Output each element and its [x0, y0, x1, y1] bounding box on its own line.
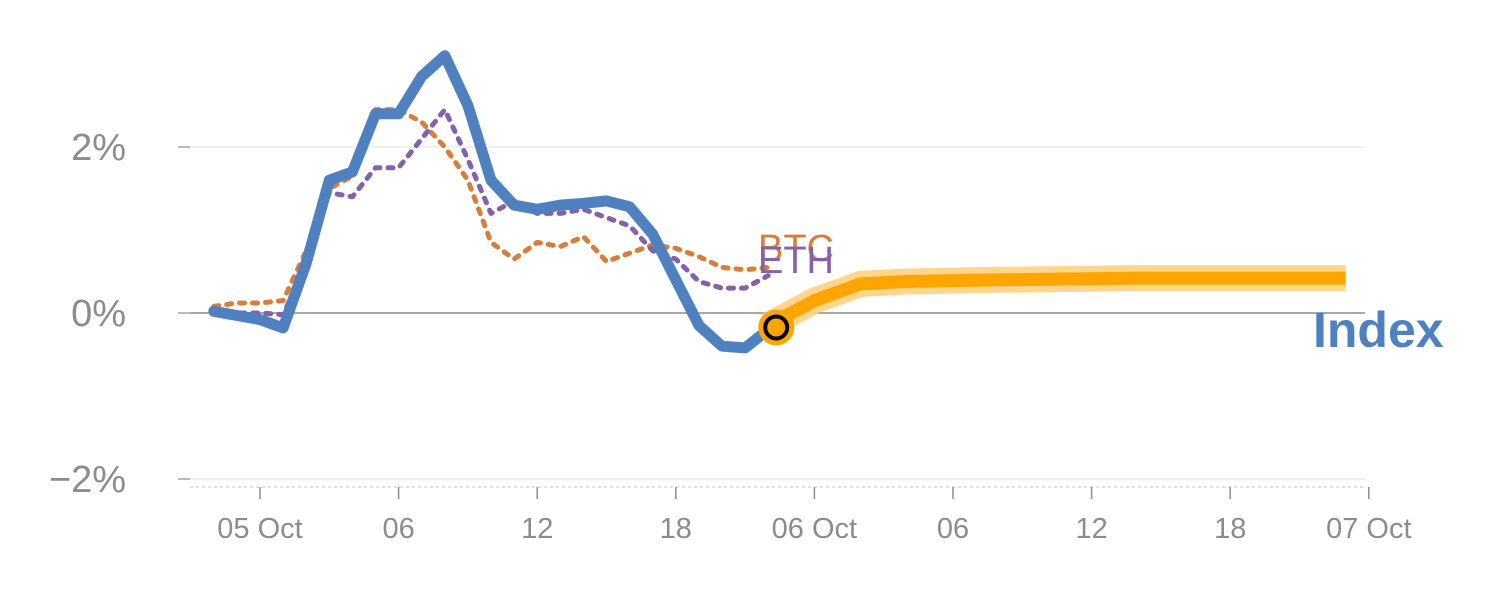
- x-tick-label: 06: [937, 513, 969, 545]
- x-tick-label: 07 Oct: [1326, 513, 1411, 545]
- y-tick-label: −2%: [49, 459, 126, 501]
- series-label-eth: ETH: [758, 240, 834, 282]
- series-label-index: Index: [1313, 302, 1444, 358]
- series-line-forecast: [765, 271, 1346, 332]
- series-lines: [208, 50, 1346, 354]
- x-axis: 05 Oct 06 12 18 06 Oct 06 12 18 07 Oct: [190, 486, 1412, 545]
- x-tick-label: 06 Oct: [772, 513, 857, 545]
- y-tick-label: 0%: [71, 293, 126, 335]
- series-line-btc: [211, 107, 771, 309]
- x-tick-label: 12: [521, 513, 553, 545]
- x-tick-label: 18: [660, 513, 692, 545]
- x-tick-label: 12: [1075, 513, 1107, 545]
- series-line-eth: [211, 107, 771, 318]
- series-line-index: [208, 50, 774, 354]
- series-label-btc: BTC: [758, 228, 834, 270]
- series-labels: BTC ETH Index: [758, 228, 1444, 358]
- x-tick-label: 18: [1214, 513, 1246, 545]
- x-tick-label: 05 Oct: [217, 513, 302, 545]
- y-axis: 2% 0% −2%: [49, 127, 190, 501]
- x-tick-label: 06: [382, 513, 414, 545]
- current-point-marker: [763, 314, 790, 341]
- y-tick-label: 2%: [71, 127, 126, 169]
